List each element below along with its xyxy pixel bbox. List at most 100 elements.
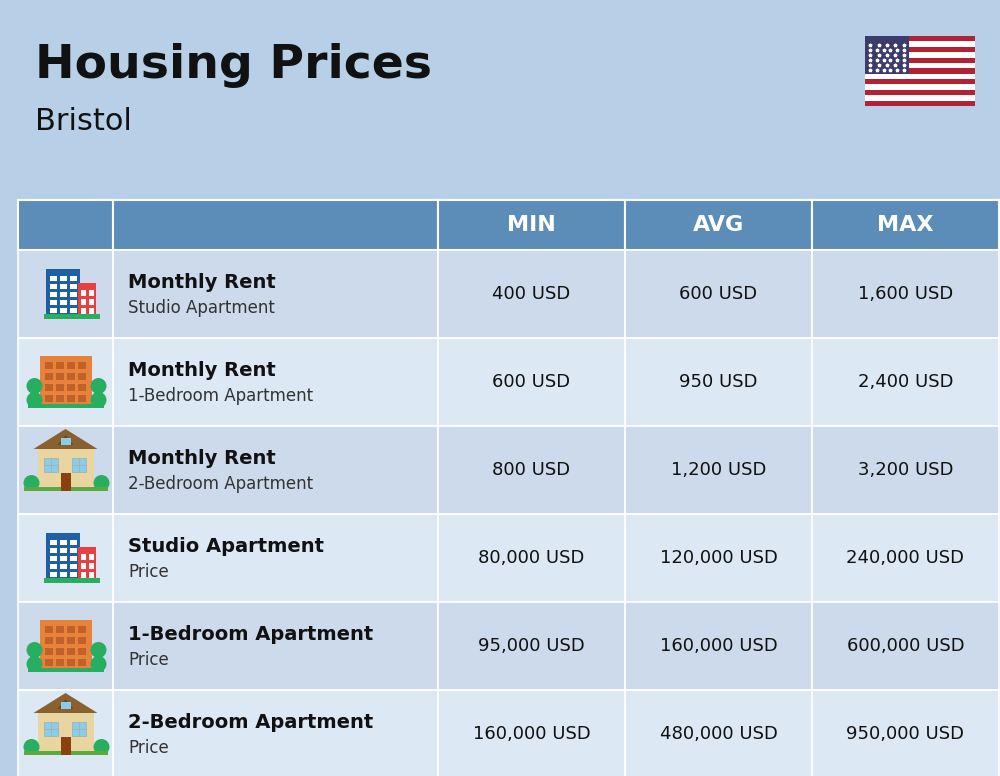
Bar <box>865 36 975 106</box>
Bar <box>60 438 70 445</box>
Bar <box>56 384 64 391</box>
Bar <box>70 284 76 289</box>
Bar <box>625 338 812 426</box>
Text: 120,000 USD: 120,000 USD <box>660 549 777 567</box>
Bar <box>72 458 86 472</box>
Bar <box>44 373 52 380</box>
Bar <box>24 487 108 491</box>
Text: 1,600 USD: 1,600 USD <box>858 285 953 303</box>
Text: 950 USD: 950 USD <box>679 373 758 391</box>
Bar <box>78 637 86 644</box>
Bar <box>56 648 64 655</box>
Bar <box>18 514 113 602</box>
Circle shape <box>26 642 42 658</box>
Bar <box>60 284 66 289</box>
Text: 600 USD: 600 USD <box>679 285 758 303</box>
Text: 240,000 USD: 240,000 USD <box>846 549 964 567</box>
Bar <box>50 540 56 545</box>
Bar <box>44 626 52 633</box>
Bar <box>70 572 76 577</box>
Bar <box>60 737 70 755</box>
Bar <box>66 362 74 369</box>
Bar <box>70 308 76 313</box>
Circle shape <box>94 739 110 755</box>
Bar <box>44 384 52 391</box>
Bar <box>56 373 64 380</box>
Bar <box>865 101 975 106</box>
Bar <box>865 68 975 74</box>
Text: Monthly Rent: Monthly Rent <box>128 272 276 292</box>
Bar <box>88 299 94 305</box>
Text: 160,000 USD: 160,000 USD <box>660 637 777 655</box>
Text: 1-Bedroom Apartment: 1-Bedroom Apartment <box>128 625 373 643</box>
Bar <box>812 690 999 776</box>
Bar <box>88 563 94 569</box>
Bar <box>50 564 56 569</box>
Bar <box>60 702 70 709</box>
Bar <box>812 200 999 250</box>
Text: 160,000 USD: 160,000 USD <box>473 725 590 743</box>
Bar <box>70 564 76 569</box>
Polygon shape <box>34 693 98 713</box>
Bar <box>44 722 58 736</box>
Bar <box>44 395 52 402</box>
Bar <box>24 751 108 755</box>
Circle shape <box>24 739 40 755</box>
Text: 400 USD: 400 USD <box>492 285 571 303</box>
Bar <box>18 338 113 426</box>
Circle shape <box>90 642 106 658</box>
Bar <box>18 690 113 776</box>
Text: 800 USD: 800 USD <box>492 461 571 479</box>
Bar <box>18 602 113 690</box>
Bar <box>38 449 94 491</box>
Bar <box>66 395 74 402</box>
Bar <box>438 426 625 514</box>
Bar <box>80 563 86 569</box>
Text: Price: Price <box>128 651 169 669</box>
Bar <box>60 556 66 561</box>
Bar <box>44 659 52 666</box>
Bar <box>438 602 625 690</box>
Bar <box>80 290 86 296</box>
Bar <box>812 514 999 602</box>
Bar <box>46 269 80 319</box>
Bar <box>28 404 104 408</box>
Bar <box>50 548 56 553</box>
Text: 2-Bedroom Apartment: 2-Bedroom Apartment <box>128 475 313 493</box>
Bar <box>60 540 66 545</box>
Bar <box>56 626 64 633</box>
Text: MAX: MAX <box>877 215 934 235</box>
Bar <box>50 308 56 313</box>
Bar <box>78 373 86 380</box>
Bar <box>66 637 74 644</box>
Bar <box>113 514 438 602</box>
Bar <box>438 690 625 776</box>
Bar <box>113 338 438 426</box>
Bar <box>60 564 66 569</box>
Bar <box>40 356 92 408</box>
Circle shape <box>94 475 110 491</box>
Bar <box>625 200 812 250</box>
Text: Studio Apartment: Studio Apartment <box>128 536 324 556</box>
Bar <box>70 548 76 553</box>
Bar <box>78 395 86 402</box>
Bar <box>812 250 999 338</box>
Bar <box>88 308 94 314</box>
Bar <box>56 637 64 644</box>
Bar <box>18 200 113 250</box>
Polygon shape <box>58 699 74 709</box>
Bar <box>812 426 999 514</box>
Text: 95,000 USD: 95,000 USD <box>478 637 585 655</box>
Bar <box>50 556 56 561</box>
Bar <box>18 426 113 514</box>
Text: 1,200 USD: 1,200 USD <box>671 461 766 479</box>
Bar <box>113 602 438 690</box>
Text: Monthly Rent: Monthly Rent <box>128 449 276 467</box>
Bar <box>625 690 812 776</box>
Circle shape <box>26 392 42 408</box>
Bar <box>625 602 812 690</box>
Bar <box>78 283 96 319</box>
Bar <box>80 572 86 578</box>
Bar <box>56 362 64 369</box>
Text: 80,000 USD: 80,000 USD <box>478 549 585 567</box>
